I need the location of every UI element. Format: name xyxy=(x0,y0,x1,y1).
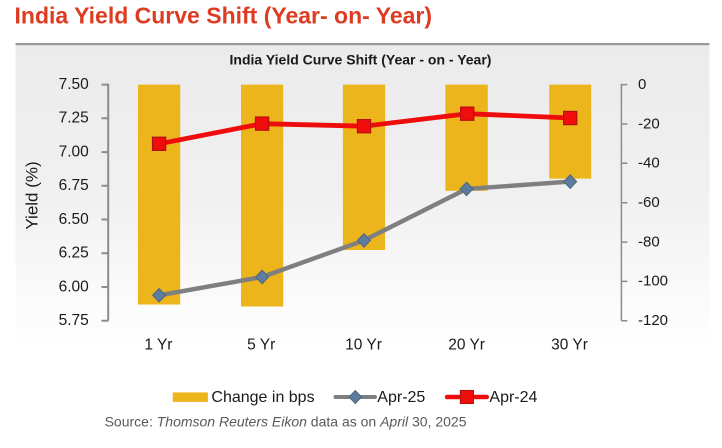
svg-text:India Yield Curve Shift (Year: India Yield Curve Shift (Year - on - Yea… xyxy=(230,52,492,68)
svg-text:-120: -120 xyxy=(638,312,668,329)
svg-text:5 Yr: 5 Yr xyxy=(247,336,275,353)
svg-text:1 Yr: 1 Yr xyxy=(144,336,172,353)
svg-text:Apr-25: Apr-25 xyxy=(377,389,425,406)
svg-text:6.50: 6.50 xyxy=(59,211,90,228)
svg-text:0: 0 xyxy=(638,76,646,93)
svg-text:6.00: 6.00 xyxy=(59,278,90,295)
svg-text:-60: -60 xyxy=(638,194,660,211)
svg-text:-100: -100 xyxy=(638,273,668,290)
svg-text:7.50: 7.50 xyxy=(59,76,90,93)
svg-text:-40: -40 xyxy=(638,155,660,172)
svg-text:20 Yr: 20 Yr xyxy=(448,336,485,353)
svg-text:Source: Thomson Reuters Eikon: Source: Thomson Reuters Eikon data as on… xyxy=(105,414,467,430)
svg-text:Change in bps: Change in bps xyxy=(211,389,314,406)
svg-text:5.75: 5.75 xyxy=(59,312,89,329)
svg-text:-20: -20 xyxy=(638,115,660,132)
svg-text:India Yield Curve Shift (Year-: India Yield Curve Shift (Year- on- Year) xyxy=(15,3,433,29)
svg-text:6.75: 6.75 xyxy=(59,177,89,194)
svg-text:7.00: 7.00 xyxy=(59,143,90,160)
svg-text:-80: -80 xyxy=(638,233,660,250)
svg-text:Apr-24: Apr-24 xyxy=(489,389,537,406)
svg-text:Yield (%): Yield (%) xyxy=(23,161,42,229)
svg-text:7.25: 7.25 xyxy=(59,110,89,127)
svg-text:30 Yr: 30 Yr xyxy=(551,336,588,353)
svg-text:6.25: 6.25 xyxy=(59,245,89,262)
svg-text:10 Yr: 10 Yr xyxy=(345,336,382,353)
